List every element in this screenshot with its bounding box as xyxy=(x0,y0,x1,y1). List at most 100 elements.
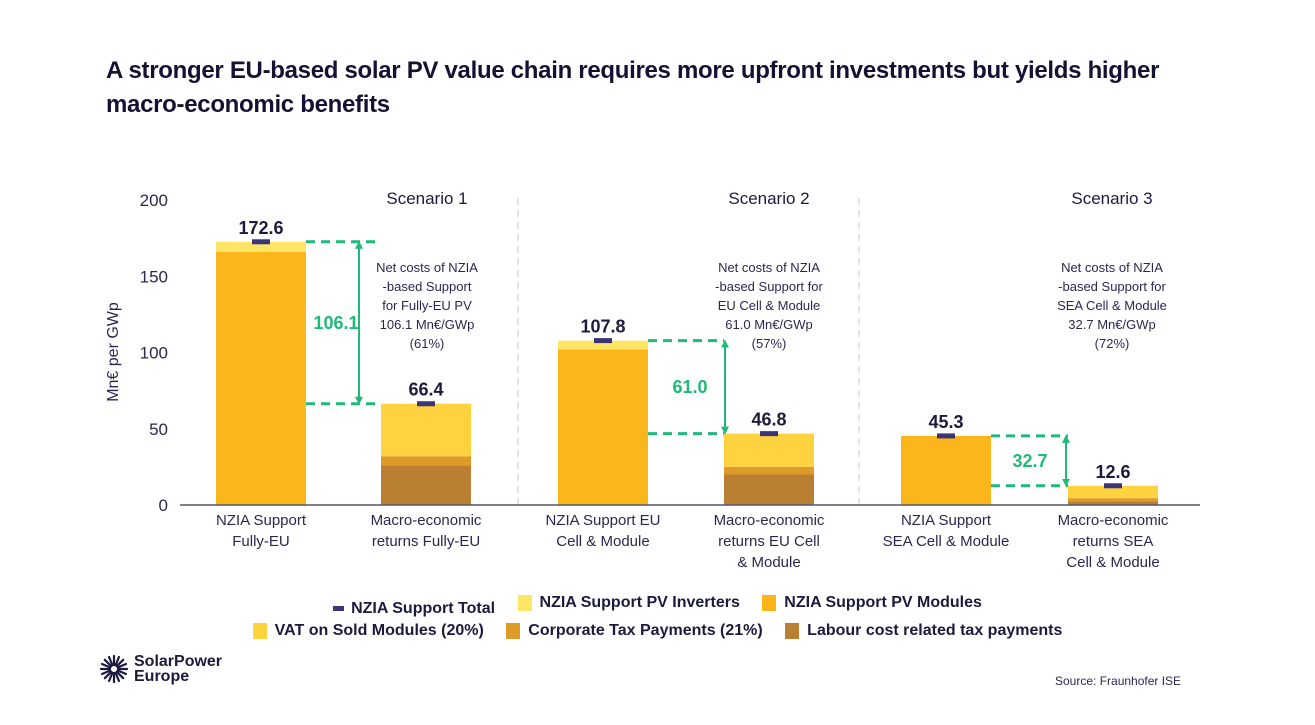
bar-segment-corporate xyxy=(1068,498,1158,502)
total-marker xyxy=(594,338,612,344)
total-marker xyxy=(417,401,435,407)
legend-label: Labour cost related tax payments xyxy=(807,622,1063,639)
y-axis-label: Mn€ per GWp xyxy=(105,302,122,402)
sun-ray xyxy=(100,669,112,676)
total-marker xyxy=(252,239,270,245)
bar-segment-labour xyxy=(381,465,471,505)
legend-swatch-labour xyxy=(785,623,800,639)
category-label: returns Fully-EU xyxy=(372,533,480,550)
legend-item-corporate: Corporate Tax Payments (21%) xyxy=(506,622,763,640)
legend-label: NZIA Support Total xyxy=(351,599,496,617)
category-label: returns SEA xyxy=(1073,533,1154,550)
net-cost-note: 32.7 Mn€/GWp xyxy=(1068,317,1155,332)
category-label: Macro-economic xyxy=(714,512,825,529)
bar-segment-corporate xyxy=(724,466,814,475)
legend-label: NZIA Support PV Modules xyxy=(784,594,982,611)
net-cost-note: 106.1 Mn€/GWp xyxy=(380,317,475,332)
bar-segment-vat xyxy=(1068,485,1158,499)
category-label: Cell & Module xyxy=(556,533,649,550)
diff-label: 61.0 xyxy=(672,377,707,397)
y-tick-label: 0 xyxy=(159,496,168,515)
scenario-title: Scenario 2 xyxy=(728,189,809,208)
source-note: Source: Fraunhofer ISE xyxy=(1055,674,1182,688)
net-cost-note: -based Support for xyxy=(1058,279,1166,294)
logo-line-1: SolarPower xyxy=(134,653,223,670)
legend-item-modules: NZIA Support PV Modules xyxy=(762,594,982,612)
legend-row-2: VAT on Sold Modules (20%) Corporate Tax … xyxy=(0,622,1315,644)
category-label: Macro-economic xyxy=(1058,512,1169,529)
bar-segment-inverters xyxy=(558,340,648,350)
total-marker xyxy=(1104,483,1122,489)
chart-title: A stronger EU-based solar PV value chain… xyxy=(106,57,1160,118)
total-marker xyxy=(937,433,955,439)
net-cost-note: Net costs of NZIA xyxy=(718,260,820,275)
total-label: 66.4 xyxy=(408,380,443,400)
logo-line-2: Europe xyxy=(134,668,190,685)
legend-total-marker xyxy=(333,606,345,611)
solarpower-europe-logo: SolarPower Europe xyxy=(100,653,223,685)
bar-segment-vat xyxy=(381,403,471,457)
legend-swatch-modules xyxy=(762,595,777,611)
sun-ray xyxy=(103,658,113,668)
total-label: 45.3 xyxy=(928,412,963,432)
legend-swatch-vat xyxy=(252,623,267,639)
sun-ray xyxy=(107,655,114,667)
total-label: 172.6 xyxy=(238,218,283,238)
bar-segment-labour xyxy=(1068,501,1158,505)
y-tick-label: 100 xyxy=(140,344,168,363)
diff-label: 106.1 xyxy=(313,313,358,333)
net-cost-note: -based Support xyxy=(383,279,472,294)
net-cost-note: Net costs of NZIA xyxy=(1061,260,1163,275)
bar-segment-inverters xyxy=(216,241,306,252)
bar-segment-corporate xyxy=(381,456,471,466)
y-tick-label: 150 xyxy=(140,267,168,286)
category-label: Macro-economic xyxy=(371,512,482,529)
legend-item-total: NZIA Support Total xyxy=(333,600,495,618)
total-label: 107.8 xyxy=(580,317,625,337)
scenario-title: Scenario 3 xyxy=(1071,189,1152,208)
net-cost-note: (61%) xyxy=(410,336,445,351)
total-label: 12.6 xyxy=(1095,462,1130,482)
net-cost-note: (72%) xyxy=(1095,336,1130,351)
category-label: returns EU Cell xyxy=(718,533,820,550)
logo-text: SolarPower Europe xyxy=(134,653,223,685)
net-cost-note: SEA Cell & Module xyxy=(1057,298,1167,313)
bar-segment-modules xyxy=(558,349,648,505)
scenario-title: Scenario 1 xyxy=(386,189,467,208)
sun-ray xyxy=(115,670,125,680)
legend-label: VAT on Sold Modules (20%) xyxy=(274,622,484,639)
bar-segment-labour xyxy=(724,474,814,505)
y-tick-label: 50 xyxy=(149,420,168,439)
sun-ray xyxy=(114,655,121,667)
legend-label: NZIA Support PV Inverters xyxy=(539,594,740,611)
category-label: Cell & Module xyxy=(1066,554,1159,571)
legend-item-vat: VAT on Sold Modules (20%) xyxy=(252,622,484,640)
y-tick-label: 200 xyxy=(140,191,168,210)
sun-ray xyxy=(100,662,112,669)
net-cost-note: Net costs of NZIA xyxy=(376,260,478,275)
net-cost-note: 61.0 Mn€/GWp xyxy=(725,317,812,332)
net-cost-note: (57%) xyxy=(752,336,787,351)
category-label: NZIA Support xyxy=(901,512,992,529)
sun-ray xyxy=(116,662,128,669)
legend-label: Corporate Tax Payments (21%) xyxy=(528,622,763,639)
sun-burst-icon xyxy=(100,655,128,683)
category-label: NZIA Support xyxy=(216,512,307,529)
total-label: 46.8 xyxy=(751,410,786,430)
sun-ray xyxy=(116,669,128,676)
legend-swatch-inverters xyxy=(517,595,532,611)
diff-label: 32.7 xyxy=(1012,451,1047,471)
sun-ray xyxy=(115,658,125,668)
net-cost-note: EU Cell & Module xyxy=(718,298,821,313)
bar-segment-modules xyxy=(901,435,991,505)
sun-ray xyxy=(103,670,113,680)
sun-ray xyxy=(107,671,114,683)
sun-ray xyxy=(114,671,121,683)
legend-row-1: NZIA Support Total NZIA Support PV Inver… xyxy=(0,594,1315,618)
legend-item-labour: Labour cost related tax payments xyxy=(785,622,1062,640)
category-label: SEA Cell & Module xyxy=(883,533,1010,550)
net-cost-note: for Fully-EU PV xyxy=(382,298,472,313)
category-label: Fully-EU xyxy=(232,533,290,550)
total-marker xyxy=(760,431,778,437)
